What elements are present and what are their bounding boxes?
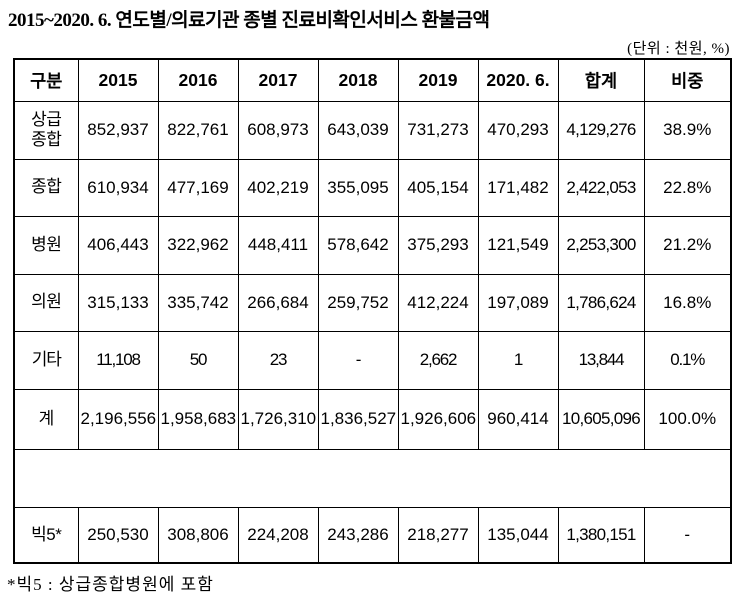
table-cell: 243,286 — [317, 506, 399, 564]
header-row: 구분 2015 2016 2017 2018 2019 2020. 6. 합계 비중 — [13, 58, 732, 102]
table-row: 기타 11,108 50 23-2,662 1 13,844 0.1% — [13, 330, 732, 390]
row-label: 종합 — [13, 158, 79, 217]
table-cell: 315,133 — [77, 273, 159, 332]
table-cell: 322,962 — [157, 215, 239, 275]
column-header: 2017 — [237, 58, 319, 102]
table-cell: 375,293 — [397, 215, 479, 275]
row-label: 계 — [13, 388, 79, 450]
table-cell: 643,039 — [317, 100, 399, 160]
table-cell: 402,219 — [237, 158, 319, 217]
table-cell: 477,169 — [157, 158, 239, 217]
row-label: 빅5* — [13, 506, 79, 564]
table-cell: 250,530 — [77, 506, 159, 564]
table-cell: 1 — [477, 330, 559, 390]
refund-table: 구분 2015 2016 2017 2018 2019 2020. 6. 합계 비중 상급 종합 8… — [13, 58, 732, 564]
table-cell: 1,380,151 — [557, 506, 645, 564]
column-header: 2015 — [77, 58, 159, 102]
table-row: 종합 610,934 477,169 402,219 355,095 405,154 171… — [13, 158, 732, 217]
table-cell: 259,752 — [317, 273, 399, 332]
table-cell: 1,836,527 — [317, 388, 399, 450]
column-header: 합계 — [557, 58, 645, 102]
table-cell: 308,806 — [157, 506, 239, 564]
table-cell: 4,129,276 — [557, 100, 645, 160]
table-cell: 608,973 — [237, 100, 319, 160]
table-cell: 135,044 — [477, 506, 559, 564]
table-cell: 2,253,300 — [557, 215, 645, 275]
table-cell: 578,642 — [317, 215, 399, 275]
table-cell: 22.8% — [643, 158, 732, 217]
table-cell: 100.0% — [643, 388, 732, 450]
table-cell: 852,937 — [77, 100, 159, 160]
column-header: 2016 — [157, 58, 239, 102]
table-cell: 960,414 — [477, 388, 559, 450]
table-row: 상급 종합 852,937 822,761 608,973 643,039 731,273… — [13, 100, 732, 160]
table-cell: 2,196,556 — [77, 388, 159, 450]
spacer-row — [14, 448, 731, 508]
table-cell: 822,761 — [157, 100, 239, 160]
column-header: 2018 — [317, 58, 399, 102]
column-header: 2019 — [397, 58, 479, 102]
row-label: 상급 종합 — [13, 100, 79, 160]
spacer-cell — [14, 448, 731, 508]
table-cell: 1,726,310 — [237, 388, 319, 450]
table-cell: 610,934 — [77, 158, 159, 217]
table-row: 빅5* 250,530 308,806 224,208 243,286 218,277 13… — [13, 506, 732, 564]
column-header: 구분 — [13, 58, 79, 102]
table-cell: 2,422,053 — [557, 158, 645, 217]
row-label: 병원 — [13, 215, 79, 275]
table-cell: 266,684 — [237, 273, 319, 332]
table-cell: 224,208 — [237, 506, 319, 564]
table-cell: 23 — [237, 330, 319, 390]
table-cell: 38.9% — [643, 100, 732, 160]
table-row: 계 2,196,556 1,958,683 1,726,310 1,836,527 1,9… — [13, 388, 732, 450]
table-cell: 197,089 — [477, 273, 559, 332]
unit-note: (단위 : 천원, %) — [627, 41, 730, 57]
column-header: 비중 — [643, 58, 732, 102]
table-cell: 171,482 — [477, 158, 559, 217]
table-cell: 16.8% — [643, 273, 732, 332]
table-cell: 335,742 — [157, 273, 239, 332]
table-cell: 10,605,096 — [557, 388, 645, 450]
table-cell: - — [317, 330, 399, 390]
table-cell: 1,786,624 — [557, 273, 645, 332]
table-row: 병원 406,443 322,962 448,411 578,642 375,293 121… — [13, 215, 732, 275]
table-cell: 470,293 — [477, 100, 559, 160]
footnote: *빅5 : 상급종합병원에 포함 — [7, 575, 214, 594]
table-cell: 355,095 — [317, 158, 399, 217]
column-header: 2020. 6. — [477, 58, 559, 102]
row-label: 기타 — [13, 330, 79, 390]
table-cell: 448,411 — [237, 215, 319, 275]
table-cell: 21.2% — [643, 215, 732, 275]
table-cell: 406,443 — [77, 215, 159, 275]
table-cell: 0.1% — [643, 330, 732, 390]
page-title: 2015~2020. 6. 연도별/의료기관 종별 진료비확인서비스 환불금액 — [8, 10, 490, 31]
table-cell: 1,926,606 — [397, 388, 479, 450]
table-cell: 731,273 — [397, 100, 479, 160]
table-cell: 50 — [157, 330, 239, 390]
table-cell: 11,108 — [77, 330, 159, 390]
table-cell: 412,224 — [397, 273, 479, 332]
table-cell: 2,662 — [397, 330, 479, 390]
table-cell: 405,154 — [397, 158, 479, 217]
table-row: 의원 315,133 335,742 266,684 259,752 412,224 197… — [13, 273, 732, 332]
table-cell: 121,549 — [477, 215, 559, 275]
table-cell: 1,958,683 — [157, 388, 239, 450]
table-cell: 218,277 — [397, 506, 479, 564]
row-label: 의원 — [13, 273, 79, 332]
table-cell: 13,844 — [557, 330, 645, 390]
table-cell: - — [643, 506, 732, 564]
